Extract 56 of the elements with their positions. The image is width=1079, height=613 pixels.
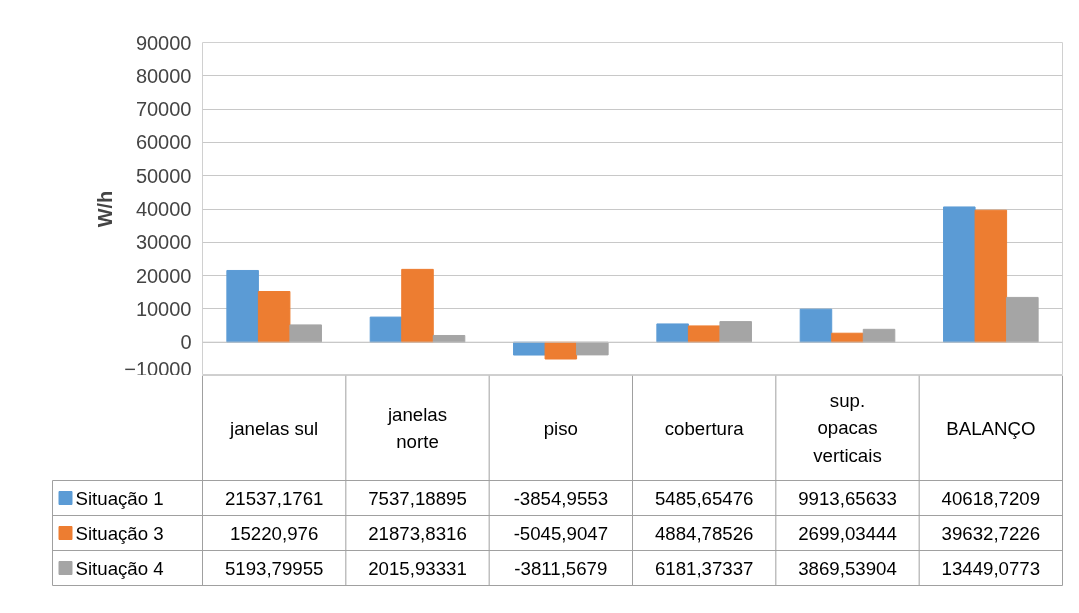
- bar: [289, 324, 322, 343]
- y-tick-label: 70000: [135, 98, 192, 121]
- bar: [226, 269, 259, 343]
- legend-label: Situação 4: [75, 557, 164, 579]
- bar: [687, 325, 721, 343]
- data-label: 39632,7226: [941, 522, 1041, 544]
- bar: [862, 328, 896, 343]
- x-tick-label: janelas sul: [229, 417, 319, 439]
- bar: [719, 321, 752, 343]
- data-label: 5485,65476: [654, 487, 754, 509]
- data-label: 13449,0773: [941, 557, 1041, 579]
- data-label: 9913,65633: [798, 487, 897, 509]
- data-label: 6181,37337: [654, 557, 754, 579]
- bar: [799, 308, 833, 343]
- data-label: 3869,53904: [798, 557, 897, 579]
- bar: [576, 341, 609, 356]
- x-tick-label: janelas norte: [386, 403, 448, 453]
- bar: [974, 209, 1008, 343]
- bar: [943, 206, 976, 343]
- bar: [656, 323, 689, 343]
- y-axis-title: W/h: [94, 190, 117, 228]
- y-tick-label: 50000: [135, 164, 192, 187]
- y-tick-label: 40000: [135, 198, 192, 220]
- legend-label: Situação 1: [75, 487, 164, 509]
- data-label: 4884,78526: [654, 522, 754, 544]
- x-tick-label: cobertura: [664, 417, 745, 439]
- data-label: 15220,976: [230, 522, 319, 544]
- y-tick-label: −10000: [124, 357, 192, 380]
- bar: [544, 341, 578, 360]
- data-label: 21873,8316: [368, 522, 467, 544]
- y-tick-label: 80000: [135, 64, 192, 87]
- bar: [1006, 296, 1039, 343]
- data-label: 40618,7209: [941, 487, 1041, 509]
- data-label: -5045,9047: [513, 522, 609, 544]
- x-tick-label: sup. opacas verticais: [813, 390, 882, 466]
- x-tick-label: piso: [543, 417, 578, 439]
- bar: [401, 268, 434, 343]
- data-label: 7537,18895: [368, 487, 467, 509]
- data-label: 5193,79955: [224, 557, 324, 579]
- bar: [432, 334, 466, 343]
- data-label: 21537,1761: [224, 487, 324, 509]
- y-tick-label: 30000: [135, 231, 192, 254]
- data-label: 2015,93331: [368, 557, 467, 579]
- data-label: -3854,9553: [513, 487, 609, 509]
- bar: [513, 341, 546, 356]
- y-tick-label: 60000: [135, 131, 192, 154]
- data-label: 2699,03444: [798, 522, 897, 544]
- x-tick-label: BALANÇO: [946, 417, 1036, 439]
- bar: [369, 316, 403, 343]
- legend-label: Situação 3: [75, 522, 164, 544]
- y-tick-label: 90000: [135, 31, 192, 54]
- bar: [257, 291, 291, 343]
- y-tick-label: 20000: [135, 264, 192, 287]
- y-tick-label: 0: [180, 331, 192, 354]
- y-tick-label: 10000: [135, 297, 192, 320]
- data-label: -3811,5679: [514, 557, 608, 579]
